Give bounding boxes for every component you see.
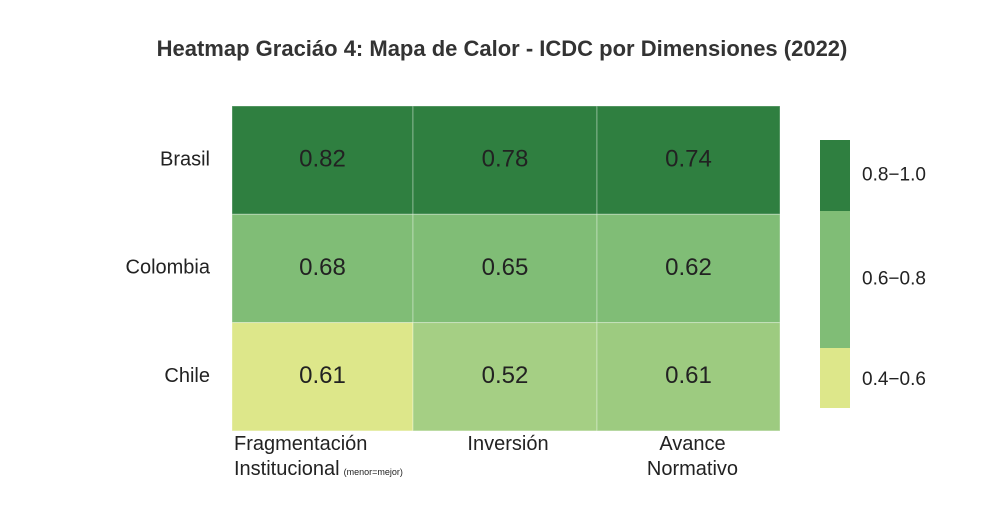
x-label: Inversión xyxy=(438,432,578,457)
cell-value: 0.65 xyxy=(482,254,529,281)
cell-value: 0.74 xyxy=(665,145,712,172)
cell-value: 0.61 xyxy=(299,362,346,389)
heatmap-cell xyxy=(596,105,781,215)
heatmap-cell xyxy=(596,322,781,432)
x-tick-label: Fragmentación Institucional xyxy=(234,433,368,480)
x-label-note: (menor=mejor) xyxy=(343,467,403,477)
heatmap-cell xyxy=(596,213,781,324)
cell-value: 0.68 xyxy=(299,254,346,281)
legend-swatch xyxy=(820,140,850,211)
x-tick-label: Avance Normativo xyxy=(646,433,739,480)
heatmap-cell xyxy=(412,105,598,215)
heatmap-cell xyxy=(412,322,598,432)
chart-title: Heatmap Graciáo 4: Mapa de Calor - ICDC … xyxy=(157,36,848,61)
heatmap-cell xyxy=(231,322,414,432)
heatmap-cell xyxy=(231,213,414,324)
x-label: Avance Normativo xyxy=(630,432,755,482)
x-tick-label: Inversión xyxy=(467,433,549,455)
legend-swatch xyxy=(820,348,850,408)
heatmap-cell xyxy=(231,105,414,215)
row-label: Chile xyxy=(164,365,210,387)
legend-label: 0.4−0.6 xyxy=(862,369,926,390)
row-label: Brasil xyxy=(160,148,210,170)
cell-value: 0.52 xyxy=(482,362,529,389)
cell-value: 0.78 xyxy=(482,145,529,172)
x-label: Fragmentación Institucional (menor=mejor) xyxy=(234,432,419,485)
row-label: Colombia xyxy=(126,257,211,279)
legend-label: 0.6−0.8 xyxy=(862,269,926,290)
legend-label: 0.8−1.0 xyxy=(862,165,926,186)
legend-swatch xyxy=(820,211,850,348)
cell-value: 0.62 xyxy=(665,254,712,281)
heatmap-cell xyxy=(412,213,598,324)
cell-value: 0.61 xyxy=(665,362,712,389)
cell-value: 0.82 xyxy=(299,145,346,172)
